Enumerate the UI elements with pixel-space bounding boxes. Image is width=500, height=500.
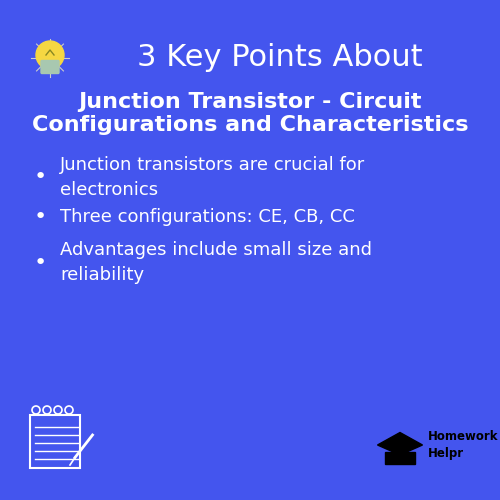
FancyBboxPatch shape	[385, 452, 415, 464]
Text: Junction transistors are crucial for
electronics: Junction transistors are crucial for ele…	[60, 156, 365, 199]
Text: •: •	[34, 252, 46, 272]
Polygon shape	[378, 432, 422, 455]
Text: 3 Key Points About: 3 Key Points About	[137, 43, 423, 72]
Text: Configurations and Characteristics: Configurations and Characteristics	[32, 115, 468, 135]
Text: •: •	[34, 168, 46, 188]
Text: Homework
Helpr: Homework Helpr	[428, 430, 498, 460]
FancyBboxPatch shape	[41, 60, 59, 74]
Text: Three configurations: CE, CB, CC: Three configurations: CE, CB, CC	[60, 208, 355, 226]
Text: •: •	[34, 208, 46, 228]
Text: Advantages include small size and
reliability: Advantages include small size and reliab…	[60, 241, 372, 284]
Text: Junction Transistor - Circuit: Junction Transistor - Circuit	[78, 92, 422, 112]
Circle shape	[36, 41, 64, 69]
